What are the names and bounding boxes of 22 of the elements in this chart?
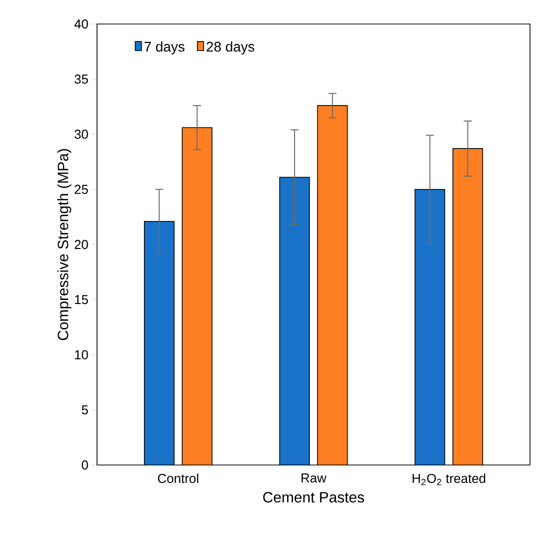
y-tick-label: 0 — [82, 460, 88, 470]
x-tick-label: Raw — [302, 474, 326, 483]
bar — [144, 220, 175, 465]
y-tick-label: 25 — [74, 184, 88, 194]
legend-label: 7 days — [144, 41, 184, 54]
legend-label: 28 days — [206, 41, 254, 54]
y-tick-label: 35 — [74, 74, 88, 84]
y-tick-label: 15 — [75, 295, 88, 304]
x-tick-label: Control — [158, 474, 198, 484]
y-tick-label: 10 — [75, 350, 88, 360]
bar — [317, 105, 348, 465]
bar — [452, 148, 484, 465]
y-tick-label: 40 — [74, 19, 88, 29]
bar — [182, 127, 212, 465]
y-tick-label: 30 — [74, 130, 88, 139]
x-axis-title: Cement Pastes — [263, 492, 364, 503]
x-tick-label: H$_{2}$O$_{2}$ treated — [412, 474, 486, 486]
y-tick-label: 5 — [82, 405, 88, 414]
y-axis-title: Compressive Strength (MPa) — [57, 149, 72, 340]
y-tick-label: 20 — [74, 240, 88, 250]
bar — [279, 176, 310, 465]
bar — [414, 188, 446, 465]
